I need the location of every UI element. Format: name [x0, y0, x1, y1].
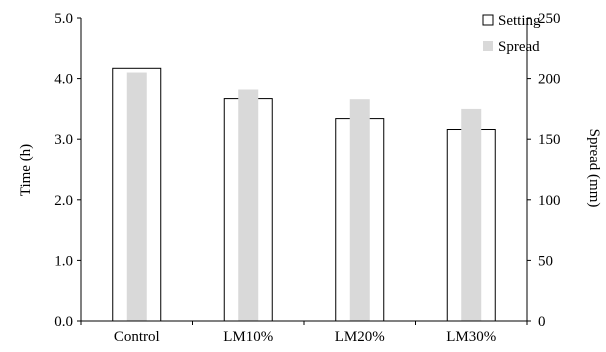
legend: Setting Spread [482, 13, 541, 55]
y-tick-label-left: 2.0 [54, 193, 73, 209]
y-tick-label-left: 0.0 [54, 314, 73, 330]
legend-label-spread: Spread [498, 39, 540, 55]
legend-swatch-spread [483, 41, 493, 51]
y-tick-label-right: 100 [538, 193, 561, 209]
x-tick-label: Control [114, 329, 160, 345]
plot-area: 0.0 1.0 2.0 3.0 4.0 5.0 0 50 100 150 200 250 Control… [54, 11, 560, 345]
bar-spread [238, 89, 259, 322]
x-tick-label: LM20% [335, 329, 385, 345]
y-tick-label-right: 50 [538, 253, 553, 269]
y-tick-label-right: 0 [538, 314, 546, 330]
y-tick-label-left: 5.0 [54, 11, 73, 27]
legend-swatch-setting [482, 14, 494, 26]
y-axis-title-left: Time (h) [18, 144, 34, 196]
y-tick-label-left: 1.0 [54, 253, 73, 269]
y-axis-title-right: Spread (mm) [586, 129, 602, 208]
y-tick-label-right: 150 [538, 132, 561, 148]
legend-label-setting: Setting [498, 13, 541, 29]
bar-spread [349, 99, 370, 321]
y-tick-label-right: 200 [538, 72, 561, 88]
x-tick-label: LM30% [446, 329, 496, 345]
y-tick-label-right: 250 [538, 11, 561, 27]
y-tick-label-left: 4.0 [54, 72, 73, 88]
x-tick-label: LM10% [223, 329, 273, 345]
bar-spread [126, 72, 147, 321]
bar-spread [461, 108, 482, 322]
y-tick-label-left: 3.0 [54, 132, 73, 148]
